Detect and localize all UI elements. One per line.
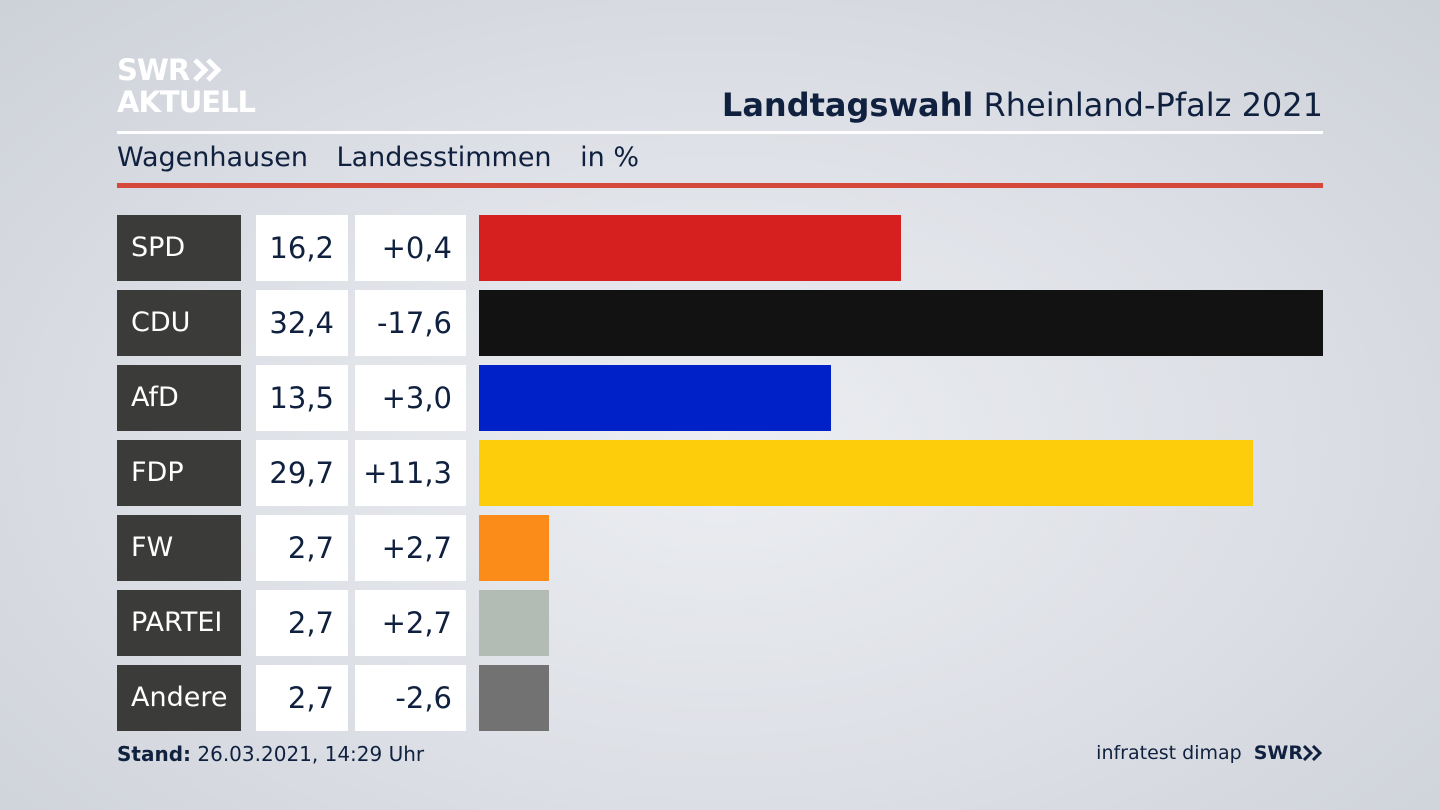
bar-partei — [479, 590, 549, 656]
party-label: AfD — [117, 365, 241, 431]
vote-share-label: 29,7 — [256, 440, 348, 506]
bar-fw — [479, 515, 549, 581]
party-label: FW — [117, 515, 241, 581]
change-label: +2,7 — [355, 515, 466, 581]
change-label: +2,7 — [355, 590, 466, 656]
bar-cdu — [479, 290, 1323, 356]
bar-andere — [479, 665, 549, 731]
party-label: FDP — [117, 440, 241, 506]
vote-share-label: 13,5 — [256, 365, 348, 431]
bar-fdp — [479, 440, 1253, 506]
subtitle-type: Landesstimmen — [336, 142, 552, 173]
title-bold: Landtagswahl — [721, 86, 974, 124]
source-credit: infratest dimap SWR — [1096, 742, 1323, 764]
page-title: Landtagswahl Rheinland-Pfalz 2021 — [722, 86, 1323, 124]
subtitle: Wagenhausen Landesstimmen in % — [117, 142, 659, 173]
stand-value: 26.03.2021, 14:29 Uhr — [197, 742, 425, 766]
header-divider — [117, 131, 1323, 134]
vote-share-label: 2,7 — [256, 665, 348, 731]
party-label: PARTEI — [117, 590, 241, 656]
accent-divider — [117, 183, 1323, 188]
vote-share-label: 32,4 — [256, 290, 348, 356]
vote-share-label: 2,7 — [256, 590, 348, 656]
swr-aktuell-logo: SWR AKTUELL — [117, 53, 256, 119]
bar-afd — [479, 365, 831, 431]
title-rest: Rheinland-Pfalz 2021 — [983, 86, 1323, 124]
logo-swr-text: SWR — [117, 53, 190, 87]
change-label: +0,4 — [355, 215, 466, 281]
change-label: +11,3 — [355, 440, 466, 506]
double-chevron-icon — [1303, 745, 1323, 761]
double-chevron-icon — [193, 58, 222, 82]
change-label: -17,6 — [355, 290, 466, 356]
stand-label: Stand: — [117, 742, 192, 766]
party-label: Andere — [117, 665, 241, 731]
bar-spd — [479, 215, 901, 281]
vote-share-label: 2,7 — [256, 515, 348, 581]
institute-label: infratest dimap — [1096, 742, 1242, 764]
vote-share-label: 16,2 — [256, 215, 348, 281]
party-label: CDU — [117, 290, 241, 356]
party-label: SPD — [117, 215, 241, 281]
change-label: +3,0 — [355, 365, 466, 431]
logo-aktuell-text: AKTUELL — [117, 85, 256, 119]
subtitle-unit: in % — [580, 142, 639, 173]
change-label: -2,6 — [355, 665, 466, 731]
timestamp: Stand: 26.03.2021, 14:29 Uhr — [117, 742, 424, 766]
subtitle-place: Wagenhausen — [117, 142, 308, 173]
broadcaster-label: SWR — [1253, 742, 1303, 764]
